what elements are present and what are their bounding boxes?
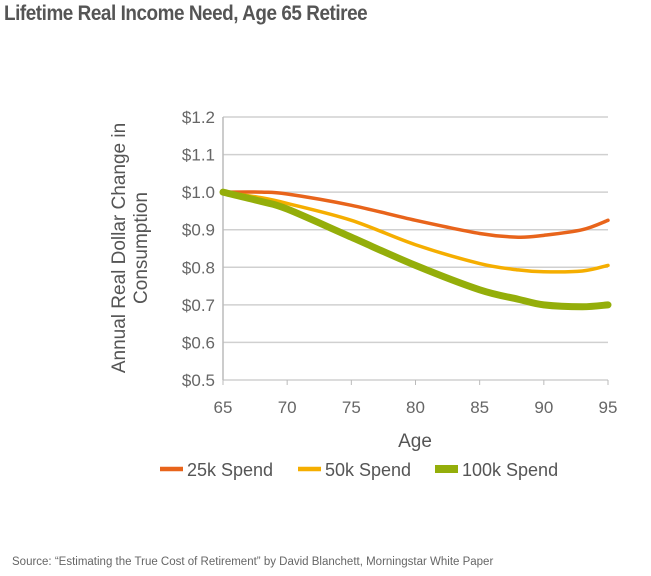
series-line-25k-spend <box>221 190 610 240</box>
y-tick-label: $0.5 <box>182 371 215 390</box>
y-tick-label: $0.8 <box>182 258 215 277</box>
y-tick-label: $1.2 <box>182 108 215 127</box>
series-line-100k-spend <box>219 188 612 311</box>
x-tick-label: 85 <box>470 398 489 417</box>
legend-label-25k-spend: 25k Spend <box>187 460 273 480</box>
legend-label-50k-spend: 50k Spend <box>325 460 411 480</box>
y-tick-label: $0.6 <box>182 333 215 352</box>
legend-label-100k-spend: 100k Spend <box>462 460 558 480</box>
x-tick-label: 70 <box>278 398 297 417</box>
x-tick-label: 95 <box>599 398 618 417</box>
x-axis-label: Age <box>398 431 432 452</box>
x-tick-label: 90 <box>534 398 553 417</box>
y-tick-label: $0.7 <box>182 296 215 315</box>
x-tick-label: 80 <box>406 398 425 417</box>
chart-title: Lifetime Real Income Need, Age 65 Retire… <box>4 2 368 25</box>
series-line-50k-spend <box>221 190 610 274</box>
y-tick-label: $1.0 <box>182 183 215 202</box>
y-tick-label: $1.1 <box>182 146 215 165</box>
x-tick-label: 65 <box>214 398 233 417</box>
y-tick-label: $0.9 <box>182 221 215 240</box>
x-tick-label: 75 <box>342 398 361 417</box>
y-axis-label: Annual Real Dollar Change inConsumption <box>109 123 152 373</box>
source-note: Source: “Estimating the True Cost of Ret… <box>12 556 494 568</box>
